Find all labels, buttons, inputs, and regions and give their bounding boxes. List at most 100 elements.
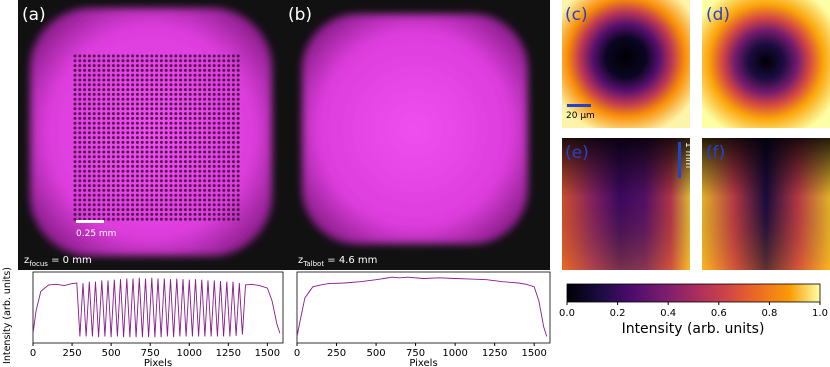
dot	[131, 160, 135, 164]
dot	[140, 107, 144, 111]
dot	[116, 155, 120, 159]
dot	[222, 208, 226, 212]
dot	[87, 54, 91, 58]
dot	[150, 198, 154, 202]
dot	[164, 83, 168, 87]
dot	[183, 112, 187, 116]
dot	[217, 145, 221, 149]
dot	[97, 164, 101, 168]
dot	[73, 179, 77, 183]
dot	[179, 179, 183, 183]
dot	[121, 145, 125, 149]
dot	[140, 116, 144, 120]
dot	[145, 97, 149, 101]
dot	[87, 59, 91, 63]
dot	[198, 174, 202, 178]
dot	[203, 126, 207, 130]
dot	[126, 179, 130, 183]
dot	[116, 184, 120, 188]
colorbar-tick-label: 0.6	[711, 308, 727, 319]
dot	[155, 160, 159, 164]
dot	[83, 64, 87, 68]
dot	[198, 64, 202, 68]
axes-frame	[296, 271, 551, 344]
dot	[97, 126, 101, 130]
dot	[111, 64, 115, 68]
dot	[188, 150, 192, 154]
dot	[169, 112, 173, 116]
dot	[179, 78, 183, 82]
dot	[183, 73, 187, 77]
dot	[231, 174, 235, 178]
dot	[227, 169, 231, 173]
dot	[135, 102, 139, 106]
dot	[111, 59, 115, 63]
dot	[140, 217, 144, 221]
dot	[87, 164, 91, 168]
dot	[183, 92, 187, 96]
y-axis-label: Intensity (arb. units)	[2, 267, 13, 364]
dot	[164, 88, 168, 92]
dot	[140, 131, 144, 135]
dot	[183, 164, 187, 168]
dot	[78, 174, 82, 178]
dot	[102, 116, 106, 120]
dot	[111, 140, 115, 144]
scale-bar	[76, 220, 104, 223]
dot	[231, 169, 235, 173]
dot	[188, 217, 192, 221]
dot	[145, 112, 149, 116]
dot	[140, 174, 144, 178]
dot	[145, 212, 149, 216]
dot	[217, 102, 221, 106]
dot	[159, 92, 163, 96]
dot	[193, 88, 197, 92]
dot	[87, 83, 91, 87]
dot	[150, 169, 154, 173]
dot	[159, 203, 163, 207]
dot	[169, 179, 173, 183]
dot	[193, 140, 197, 144]
z-sub: Talbot	[302, 260, 324, 268]
dot	[207, 78, 211, 82]
dot	[92, 169, 96, 173]
dot	[193, 136, 197, 140]
dot	[203, 174, 207, 178]
dot	[198, 116, 202, 120]
dot	[231, 83, 235, 87]
dot	[217, 212, 221, 216]
dot	[217, 88, 221, 92]
dot	[207, 102, 211, 106]
dot	[222, 193, 226, 197]
dot	[231, 102, 235, 106]
dot	[102, 107, 106, 111]
dot	[83, 73, 87, 77]
dot	[222, 54, 226, 58]
dot	[87, 145, 91, 149]
line-charts: 0 250 500 750 1000 1250 1500 Pixels Intensity (a…	[2, 267, 551, 367]
dot	[155, 169, 159, 173]
dot	[102, 145, 106, 149]
dot	[111, 193, 115, 197]
dot	[193, 107, 197, 111]
dot	[121, 217, 125, 221]
dot	[231, 203, 235, 207]
dot	[155, 73, 159, 77]
dot	[169, 160, 173, 164]
dot	[111, 188, 115, 192]
dot	[116, 150, 120, 154]
dot	[140, 208, 144, 212]
dot	[107, 102, 111, 106]
dot	[131, 174, 135, 178]
dot	[126, 212, 130, 216]
dot	[155, 212, 159, 216]
dot	[207, 188, 211, 192]
dot	[236, 140, 240, 144]
dot	[159, 184, 163, 188]
dot	[227, 140, 231, 144]
dot	[92, 212, 96, 216]
dot	[169, 169, 173, 173]
dot	[155, 184, 159, 188]
dot	[164, 54, 168, 58]
